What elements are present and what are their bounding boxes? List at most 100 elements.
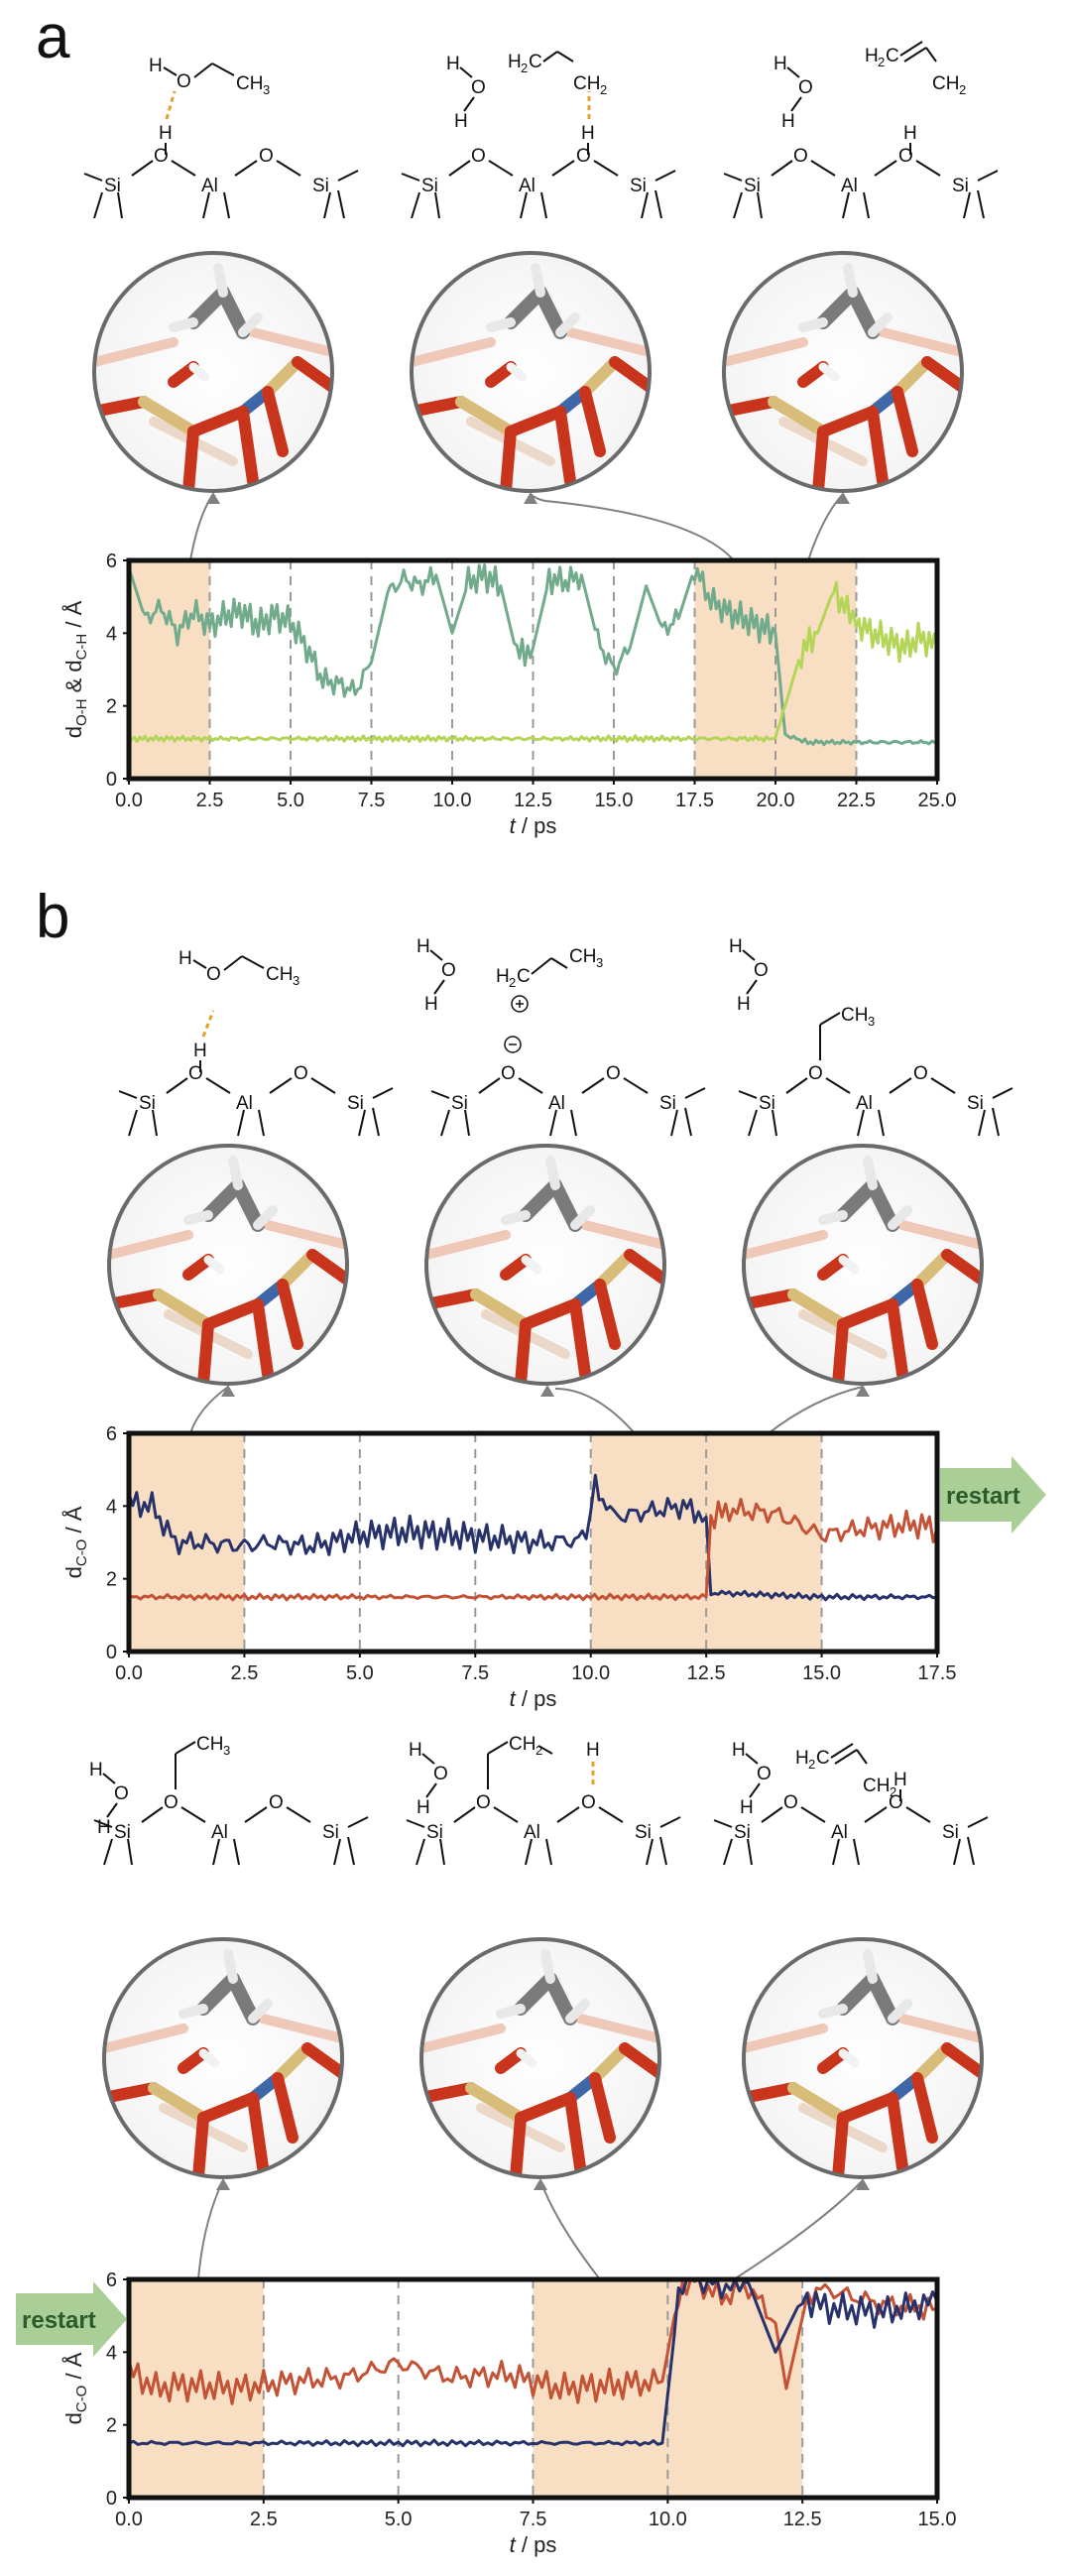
- x-tick-label: 0.0: [115, 1662, 143, 1684]
- globe-border: [107, 1144, 349, 1386]
- bond: [439, 1838, 445, 1866]
- atom-o: O: [808, 1063, 823, 1084]
- atom-o: O: [114, 1783, 129, 1804]
- stick-bond: [520, 1298, 581, 1330]
- y-tick-label: 6: [106, 551, 117, 572]
- y-tick-label: 6: [106, 2269, 117, 2291]
- stick-bond: [426, 1230, 511, 1260]
- snapshot-globe: [419, 1937, 661, 2179]
- y-tick-label: 0: [106, 2488, 117, 2510]
- bond: [733, 191, 743, 219]
- bond: [684, 1087, 706, 1099]
- bond: [152, 1109, 158, 1137]
- atom-o: O: [259, 146, 274, 167]
- stick-bond: [202, 1298, 264, 1330]
- connector-arrows: [189, 492, 870, 2280]
- bond: [163, 66, 178, 76]
- bond: [832, 1838, 840, 1866]
- stick-bond: [183, 1210, 213, 1225]
- stick-bond: [589, 2072, 616, 2144]
- stick-bond: [892, 386, 918, 457]
- x-tick-label: 22.5: [837, 790, 876, 811]
- bond: [830, 1743, 854, 1759]
- bond: [323, 191, 331, 219]
- group-ch3: CH: [236, 73, 263, 94]
- atom-h: H: [178, 948, 192, 969]
- stick-bond: [272, 2072, 298, 2144]
- bond: [487, 1741, 509, 1755]
- framework-sticks: [724, 263, 962, 491]
- stick-bond: [589, 2042, 631, 2084]
- atom-o: O: [206, 964, 221, 985]
- stick-bond: [569, 1298, 591, 1380]
- connector-curve: [733, 2179, 864, 2280]
- bond: [551, 160, 575, 177]
- x-axis-label: t / ps: [510, 813, 557, 838]
- y-axis-label-part: d: [61, 1566, 86, 1578]
- connector-head: [206, 492, 220, 504]
- bond: [127, 1838, 133, 1866]
- y-tick-label: 2: [106, 1569, 117, 1591]
- bond: [166, 1077, 188, 1094]
- bond: [963, 191, 971, 219]
- atom-h: H: [781, 111, 795, 132]
- bond: [905, 1806, 931, 1823]
- atom-o: O: [913, 1063, 928, 1084]
- stick-bond: [187, 406, 249, 437]
- bond: [800, 1806, 826, 1823]
- globe-border: [424, 1144, 666, 1386]
- bond: [244, 1806, 268, 1823]
- bond: [286, 1806, 311, 1823]
- stick-bond: [818, 362, 840, 382]
- connector-head: [540, 1385, 554, 1397]
- bond: [171, 160, 196, 177]
- bond: [857, 1109, 865, 1137]
- group-h2c-h: H: [865, 46, 879, 66]
- stick-bond: [192, 2112, 209, 2177]
- stick-bond: [148, 2082, 209, 2124]
- bond: [790, 96, 802, 112]
- x-tick-label: 2.5: [231, 1662, 259, 1684]
- bond: [223, 191, 230, 219]
- bond: [641, 191, 649, 219]
- stick-bond: [247, 2092, 269, 2173]
- bond: [542, 51, 558, 62]
- bond: [992, 1087, 1013, 1099]
- y-tick-label: 0: [106, 769, 117, 791]
- charge-plus: [511, 995, 529, 1013]
- atom-al: Al: [201, 176, 218, 196]
- atom-h: H: [416, 1797, 430, 1818]
- stick-bond: [216, 286, 250, 339]
- stick-bond: [505, 406, 566, 437]
- stick-bond: [888, 1205, 912, 1230]
- bond: [488, 160, 514, 177]
- stick-bond: [515, 1318, 532, 1384]
- stick-bond: [554, 406, 576, 487]
- x-axis-label-unit: / ps: [516, 2532, 557, 2557]
- shaded-region: [129, 560, 210, 779]
- bond: [785, 1077, 808, 1094]
- series-line: [129, 1473, 937, 1602]
- bond: [118, 1090, 138, 1099]
- bond: [430, 1090, 450, 1099]
- y-axis-label: dC-O / Å: [61, 1506, 90, 1578]
- group-ch2: CH: [509, 1734, 536, 1755]
- x-tick-label: 12.5: [514, 790, 552, 811]
- stick-bond: [262, 356, 303, 398]
- bond: [978, 1109, 986, 1137]
- stick-bond: [169, 317, 198, 332]
- bond: [654, 170, 676, 182]
- snapshot-globe: [722, 251, 964, 493]
- bond: [531, 957, 552, 975]
- bond: [654, 189, 662, 219]
- panel-label-a: a: [36, 3, 70, 71]
- bond: [440, 1109, 450, 1137]
- stick-bond: [138, 396, 199, 437]
- stick-bond: [500, 426, 517, 491]
- stick-bond: [565, 1999, 590, 2024]
- stick-bond: [887, 2092, 908, 2173]
- atom-al: Al: [236, 1093, 253, 1114]
- group-h2c-c: C: [886, 46, 899, 66]
- globe-border: [722, 251, 964, 493]
